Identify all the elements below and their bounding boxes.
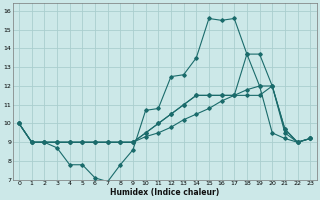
X-axis label: Humidex (Indice chaleur): Humidex (Indice chaleur): [110, 188, 219, 197]
